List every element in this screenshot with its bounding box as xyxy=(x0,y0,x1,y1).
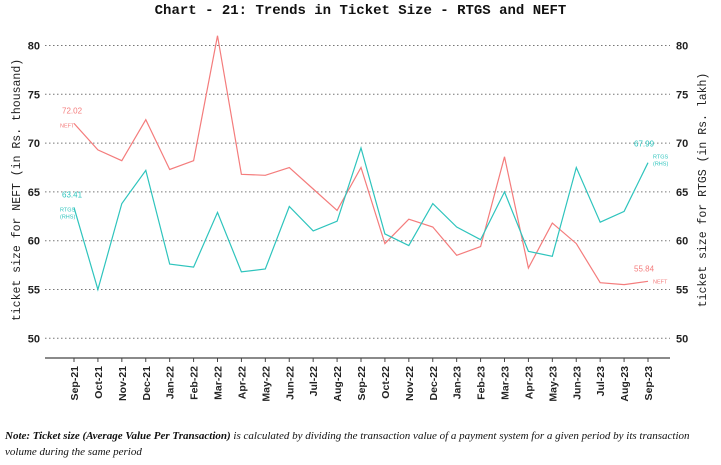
note: Note: Ticket size (Average Value Per Tra… xyxy=(5,428,717,460)
x-tick-label: Jul-22 xyxy=(308,366,320,397)
y-tick-right: 50 xyxy=(676,333,688,345)
y-axis-label-left: ticket size for NEFT (in Rs. thousand) xyxy=(11,59,24,321)
x-tick-label: Sep-22 xyxy=(356,366,368,401)
note-bold: Note: Ticket size (Average Value Per Tra… xyxy=(5,430,231,442)
chart-title: Chart - 21: Trends in Ticket Size - RTGS… xyxy=(154,3,567,19)
x-tick-label: Nov-21 xyxy=(117,366,129,401)
line-chart: 50 50 55 55 60 60 65 65 70 70 75 75 80 80 Sep-21 Oct-21… xyxy=(11,35,710,402)
y-tick-left: 65 xyxy=(28,187,40,199)
x-tick-label: Jun-23 xyxy=(571,366,583,400)
series-name-label: (RHS) xyxy=(60,214,75,220)
y-tick-right: 75 xyxy=(676,89,688,101)
y-tick-right: 60 xyxy=(676,236,688,248)
x-tick-label: Nov-22 xyxy=(404,366,416,401)
x-tick-label: Jan-22 xyxy=(165,366,177,399)
x-tick-label: Feb-23 xyxy=(476,366,488,400)
y-tick-right: 65 xyxy=(676,187,688,199)
y-tick-left: 60 xyxy=(28,236,40,248)
end-value-label: 67.99 xyxy=(634,140,655,149)
x-tick-label: Aug-22 xyxy=(332,366,344,402)
start-value-label: 63.41 xyxy=(62,190,83,199)
x-tick-label: Aug-23 xyxy=(619,366,631,402)
x-tick-label: Jul-23 xyxy=(595,366,607,397)
series-name-label: RTGS xyxy=(60,207,76,213)
series-name-label: NEFT xyxy=(653,279,668,285)
y-axis-label-right: ticket size for RTGS (in Rs. lakh) xyxy=(697,73,710,308)
series-name-label: NEFT xyxy=(60,123,75,129)
note-text: is calculated by dividing the transactio… xyxy=(5,430,690,458)
x-tick-label: Oct-22 xyxy=(380,366,392,399)
x-tick-label: Jun-22 xyxy=(284,366,296,400)
x-tick-label: Dec-21 xyxy=(141,366,153,401)
x-tick-label: Jan-23 xyxy=(452,366,464,399)
y-tick-left: 75 xyxy=(28,89,40,101)
series-line-neft xyxy=(73,35,649,286)
y-tick-right: 70 xyxy=(676,138,688,150)
x-tick-label: Oct-21 xyxy=(93,366,105,399)
x-tick-label: May-23 xyxy=(547,366,559,402)
x-tick-label: Mar-22 xyxy=(213,366,225,400)
x-tick-label: Apr-22 xyxy=(236,366,248,399)
x-tick-label: Sep-23 xyxy=(643,366,655,401)
y-tick-left: 50 xyxy=(28,333,40,345)
start-value-label: 72.02 xyxy=(62,106,83,115)
y-tick-right: 80 xyxy=(676,41,688,53)
end-value-label: 55.84 xyxy=(634,264,655,273)
series-name-label: RTGS xyxy=(653,155,669,161)
x-tick-label: Feb-22 xyxy=(189,366,201,400)
y-tick-left: 80 xyxy=(28,41,40,53)
x-tick-label: Apr-23 xyxy=(523,366,535,399)
y-tick-right: 55 xyxy=(676,285,688,297)
y-tick-left: 70 xyxy=(28,138,40,150)
y-tick-left: 55 xyxy=(28,285,40,297)
series-name-label: (RHS) xyxy=(653,162,668,168)
x-tick-label: Dec-22 xyxy=(428,366,440,401)
x-tick-label: Mar-23 xyxy=(500,366,512,400)
x-tick-label: Sep-21 xyxy=(69,366,81,401)
x-tick-label: May-22 xyxy=(260,366,272,402)
